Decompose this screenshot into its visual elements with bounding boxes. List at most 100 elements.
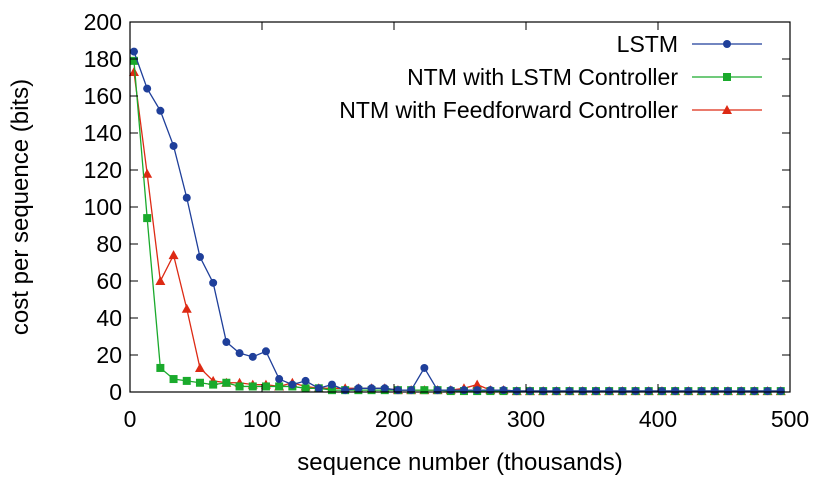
data-point <box>565 387 574 396</box>
data-point <box>763 387 772 396</box>
legend-marker <box>722 105 732 114</box>
data-point <box>472 379 483 389</box>
data-point <box>644 387 653 396</box>
data-point <box>380 384 389 393</box>
data-point <box>181 303 192 313</box>
data-point <box>314 384 323 393</box>
y-tick-label: 80 <box>96 231 122 257</box>
data-point <box>128 66 139 76</box>
data-point <box>367 384 376 393</box>
data-point <box>354 384 363 393</box>
data-point <box>235 382 244 391</box>
y-tick-label: 40 <box>96 305 122 331</box>
data-point <box>222 378 231 387</box>
data-point <box>750 387 759 396</box>
data-point <box>459 386 468 395</box>
data-point <box>195 378 204 387</box>
data-point <box>618 387 627 396</box>
data-point <box>142 168 153 178</box>
data-point <box>261 382 270 391</box>
data-point <box>275 375 284 384</box>
legend-label: NTM with Feedforward Controller <box>339 97 678 123</box>
data-point <box>156 363 165 372</box>
y-tick-label: 180 <box>84 46 122 72</box>
data-point <box>156 106 165 115</box>
legend-marker <box>723 40 731 48</box>
y-tick-label: 160 <box>84 83 122 109</box>
data-point <box>143 84 152 93</box>
y-tick-label: 20 <box>96 342 122 368</box>
data-point <box>776 387 785 396</box>
data-point <box>209 380 218 389</box>
data-point <box>129 47 138 56</box>
data-point <box>248 382 257 391</box>
data-point <box>486 386 495 395</box>
data-point <box>697 387 706 396</box>
legend-label: LSTM <box>617 31 678 57</box>
y-tick-label: 120 <box>84 157 122 183</box>
x-tick-label: 0 <box>124 406 137 432</box>
x-tick-label: 200 <box>375 406 413 432</box>
legend: LSTM NTM with LSTM Controller NTM with Fee… <box>339 31 762 123</box>
data-point <box>222 338 231 347</box>
data-point <box>168 250 179 260</box>
data-point <box>525 387 534 396</box>
data-point <box>737 387 746 396</box>
data-point <box>194 362 205 372</box>
x-tick-label: 400 <box>639 406 677 432</box>
data-point <box>631 387 640 396</box>
data-point <box>327 380 336 389</box>
data-point <box>552 387 561 396</box>
legend-label: NTM with LSTM Controller <box>407 64 678 90</box>
data-point <box>512 387 521 396</box>
y-tick-label: 100 <box>84 194 122 220</box>
data-point <box>195 252 204 261</box>
data-point <box>182 193 191 202</box>
y-tick-label: 200 <box>84 9 122 35</box>
data-point <box>473 386 482 395</box>
data-point <box>420 386 429 395</box>
x-tick-label: 500 <box>771 406 809 432</box>
data-point <box>235 349 244 358</box>
x-axis-title: sequence number (thousands) <box>297 449 623 476</box>
data-point <box>143 214 152 223</box>
data-point <box>248 352 257 361</box>
data-point <box>657 387 666 396</box>
x-tick-label: 300 <box>507 406 545 432</box>
y-axis-title: cost per sequence (bits) <box>7 79 34 335</box>
data-point <box>684 387 693 396</box>
y-tick-label: 0 <box>109 379 122 405</box>
data-point <box>578 387 587 396</box>
data-point <box>288 380 297 389</box>
data-point <box>407 386 416 395</box>
data-point <box>539 387 548 396</box>
data-point <box>420 363 429 372</box>
data-point <box>327 386 336 395</box>
data-point <box>169 375 178 384</box>
data-point <box>591 387 600 396</box>
data-point <box>446 386 455 395</box>
data-point <box>261 347 270 356</box>
data-point <box>209 278 218 287</box>
data-point <box>301 384 310 393</box>
data-point <box>275 382 284 391</box>
data-point <box>169 141 178 150</box>
data-point <box>671 387 680 396</box>
data-point <box>341 386 350 395</box>
data-point <box>155 276 166 285</box>
data-point <box>129 56 138 65</box>
y-tick-label: 60 <box>96 268 122 294</box>
legend-marker <box>723 73 731 81</box>
data-point <box>499 386 508 395</box>
data-point <box>393 386 402 395</box>
data-point <box>605 387 614 396</box>
data-point <box>301 376 310 385</box>
data-point <box>710 387 719 396</box>
data-point <box>182 376 191 385</box>
ticks-layer: 0 20 40 60 80 100 120 140 160 180 200 0 100 200 300 400… <box>84 9 810 432</box>
y-tick-label: 140 <box>84 120 122 146</box>
data-point <box>433 386 442 395</box>
data-point <box>723 387 732 396</box>
